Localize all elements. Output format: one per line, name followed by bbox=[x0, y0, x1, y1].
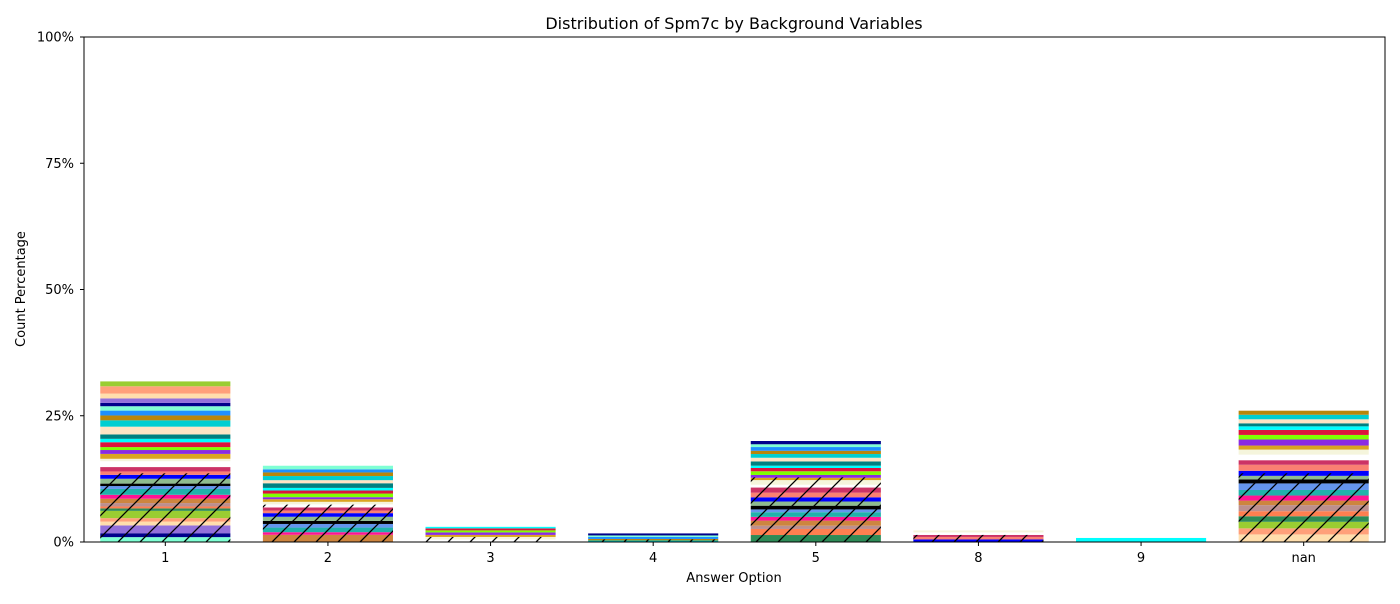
y-tick-label-75: 75% bbox=[45, 157, 74, 172]
bar-segment-5-21 bbox=[750, 457, 881, 462]
bar-segment-nan-21 bbox=[1238, 429, 1369, 435]
bar-segment-1-27 bbox=[100, 426, 231, 435]
bar-segment-3-4 bbox=[425, 532, 556, 535]
bar-segment-1-35 bbox=[100, 386, 231, 394]
bar-segment-2-17 bbox=[262, 483, 393, 488]
x-tick-label-3: 3 bbox=[486, 551, 494, 566]
bar-segment-8-5 bbox=[913, 530, 1044, 533]
bar-segment-2-19 bbox=[262, 476, 393, 481]
y-tick-label-100: 100% bbox=[37, 31, 74, 46]
bar-segment-3-5 bbox=[425, 530, 556, 533]
bar-segment-nan-19 bbox=[1238, 439, 1369, 446]
bar-segment-2-21 bbox=[262, 469, 393, 473]
bar-segment-nan-18 bbox=[1238, 445, 1369, 450]
bar-segment-1-19 bbox=[100, 461, 231, 468]
bar-segment-2-13 bbox=[262, 497, 393, 500]
bar-segment-5-26 bbox=[750, 441, 881, 445]
x-tick-label-nan: nan bbox=[1291, 551, 1315, 566]
x-tick-label-1: 1 bbox=[161, 551, 169, 566]
bar-segment-1-20 bbox=[100, 458, 231, 462]
bar-segment-5-24 bbox=[750, 447, 881, 451]
bar-segment-5-25 bbox=[750, 444, 881, 448]
bar-segment-1-34 bbox=[100, 393, 231, 399]
bar-segment-1-24 bbox=[100, 442, 231, 448]
bar-segment-2-15 bbox=[262, 490, 393, 494]
hatch-layer bbox=[100, 473, 1369, 542]
bar-segment-5-23 bbox=[750, 450, 881, 455]
bar-segment-1-17 bbox=[100, 471, 231, 475]
bar-segment-1-25 bbox=[100, 438, 231, 443]
x-tick-label-2: 2 bbox=[324, 551, 332, 566]
bar-segment-2-11 bbox=[262, 501, 393, 505]
bar-segment-nan-23 bbox=[1238, 423, 1369, 427]
y-tick-label-0: 0% bbox=[53, 536, 74, 551]
bar-segment-5-19 bbox=[750, 465, 881, 468]
y-axis-label: Count Percentage bbox=[14, 231, 29, 347]
x-tick-label-5: 5 bbox=[812, 551, 820, 566]
bar-segment-1-33 bbox=[100, 398, 231, 403]
bar-hatch-2 bbox=[262, 504, 393, 542]
x-tick-label-4: 4 bbox=[649, 551, 657, 566]
bar-segment-4-3 bbox=[588, 536, 719, 539]
y-tick-label-50: 50% bbox=[45, 283, 74, 298]
bar-segment-3-7 bbox=[425, 526, 556, 529]
bar-hatch-1 bbox=[100, 473, 231, 542]
bar-segment-5-16 bbox=[750, 474, 881, 478]
bar-segment-5-18 bbox=[750, 467, 881, 472]
x-tick-label-9: 9 bbox=[1137, 551, 1145, 566]
x-tick-label-8: 8 bbox=[974, 551, 982, 566]
bar-segment-1-21 bbox=[100, 453, 231, 459]
ticks-layer: 1 2 3 4 5 8 9 nan 0% 25% 50% 75% 100% bbox=[37, 31, 1316, 567]
bar-segment-1-28 bbox=[100, 420, 231, 427]
bar-segment-8-4 bbox=[913, 532, 1044, 535]
bar-hatch-nan bbox=[1238, 473, 1369, 542]
bar-segment-2-14 bbox=[262, 493, 393, 498]
chart-title: Distribution of Spm7c by Background Vari… bbox=[545, 14, 922, 33]
bar-segment-1-26 bbox=[100, 434, 231, 439]
y-tick-label-25: 25% bbox=[45, 409, 74, 424]
bar-segment-1-30 bbox=[100, 410, 231, 416]
bar-hatch-4 bbox=[588, 539, 719, 542]
bar-segment-1-36 bbox=[100, 381, 231, 387]
bar-segment-nan-14 bbox=[1238, 464, 1369, 471]
bar-segment-2-18 bbox=[262, 480, 393, 484]
bar-segment-nan-24 bbox=[1238, 419, 1369, 424]
bar-segment-5-20 bbox=[750, 461, 881, 466]
bar-segment-3-6 bbox=[425, 528, 556, 531]
bar-segment-2-20 bbox=[262, 472, 393, 477]
bar-hatch-5 bbox=[750, 477, 881, 542]
bar-segment-nan-15 bbox=[1238, 460, 1369, 465]
bar-segment-2-16 bbox=[262, 487, 393, 491]
bar-segment-nan-26 bbox=[1238, 410, 1369, 415]
bar-segment-1-32 bbox=[100, 402, 231, 407]
bar-segment-5-22 bbox=[750, 454, 881, 458]
bar-segment-1-23 bbox=[100, 447, 231, 451]
bar-segment-1-29 bbox=[100, 415, 231, 421]
bar-segment-2-12 bbox=[262, 499, 393, 502]
bar-segment-3-3 bbox=[425, 534, 556, 537]
bar-segment-1-18 bbox=[100, 467, 231, 472]
bar-segment-2-22 bbox=[262, 465, 393, 470]
bar-hatch-8 bbox=[913, 534, 1044, 542]
bar-segment-nan-16 bbox=[1238, 454, 1369, 461]
bar-segment-nan-22 bbox=[1238, 426, 1369, 430]
bar-segment-1-22 bbox=[100, 450, 231, 454]
bar-segment-nan-20 bbox=[1238, 434, 1369, 440]
bar-segment-nan-17 bbox=[1238, 449, 1369, 455]
bar-segment-5-17 bbox=[750, 471, 881, 475]
bar-segment-4-4 bbox=[588, 535, 719, 537]
bar-segment-4-5 bbox=[588, 533, 719, 536]
bar-segment-nan-25 bbox=[1238, 414, 1369, 420]
bar-segment-9-1 bbox=[1076, 537, 1207, 542]
plot-frame bbox=[83, 36, 1386, 543]
bar-hatch-3 bbox=[425, 536, 556, 542]
bar-segment-1-31 bbox=[100, 406, 231, 411]
x-axis-label: Answer Option bbox=[686, 571, 781, 586]
